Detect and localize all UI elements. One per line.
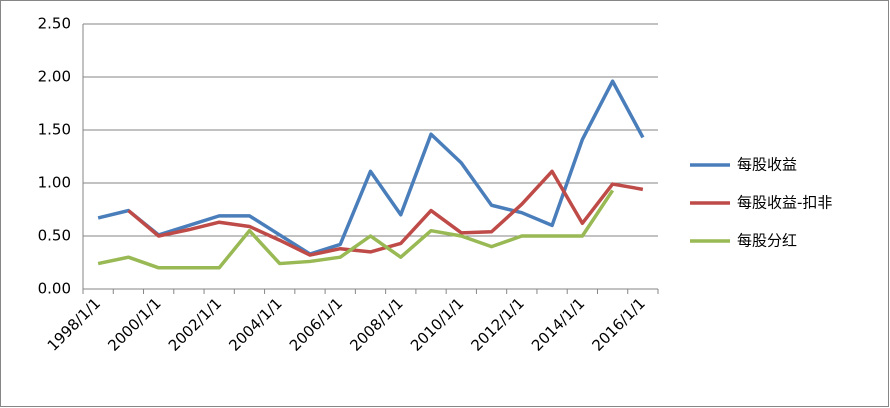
- y-tick-label: 1.50: [38, 121, 71, 139]
- legend-label: 每股收益: [737, 156, 797, 174]
- legend-label: 每股收益-扣非: [737, 194, 832, 212]
- y-tick-label: 0.00: [38, 280, 71, 298]
- legend-label: 每股分红: [737, 232, 797, 250]
- y-tick-label: 1.00: [38, 174, 71, 192]
- line-series: [97, 79, 645, 256]
- y-tick-label: 0.50: [38, 227, 71, 245]
- y-tick-label: 2.00: [38, 68, 71, 86]
- y-tick-label: 2.50: [38, 15, 71, 33]
- line-series: [97, 189, 615, 270]
